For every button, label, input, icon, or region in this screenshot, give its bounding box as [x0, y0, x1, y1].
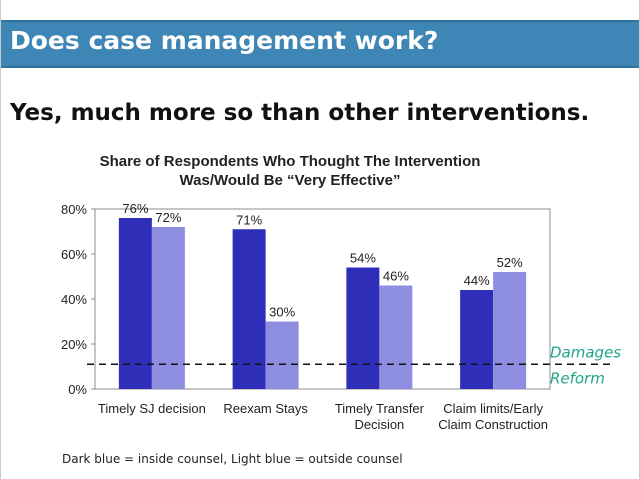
y-tick-label: 60%: [61, 247, 87, 262]
reference-line-label: Reform: [550, 369, 605, 387]
bar-outside-2: [265, 321, 299, 389]
data-label: 52%: [497, 255, 523, 270]
data-label: 54%: [350, 251, 376, 266]
footnote: Dark blue = inside counsel, Light blue =…: [62, 452, 403, 466]
bar-outside-1: [151, 227, 185, 389]
bar-inside-4: [460, 290, 494, 389]
data-label: 76%: [122, 201, 148, 216]
bar-outside-3: [379, 285, 413, 389]
x-tick-label: Claim Construction: [438, 417, 548, 432]
x-tick-label: Decision: [354, 417, 404, 432]
chart-title-line-1: Share of Respondents Who Thought The Int…: [99, 153, 481, 170]
x-tick-label: Timely Transfer: [335, 401, 425, 416]
data-label: 72%: [155, 210, 181, 225]
x-tick-label: Reexam Stays: [223, 401, 308, 416]
x-tick-label: Timely SJ decision: [98, 401, 206, 416]
header-bar: Does case management work?: [0, 20, 640, 68]
x-tick-label: Claim limits/Early: [443, 401, 543, 416]
data-label: 71%: [236, 212, 262, 227]
bar-inside-1: [118, 218, 152, 389]
chart-title: Share of Respondents Who Thought The Int…: [80, 152, 500, 190]
y-tick-label: 40%: [61, 292, 87, 307]
data-label: 46%: [383, 269, 409, 284]
y-tick-label: 0%: [68, 382, 87, 397]
page-title: Does case management work?: [10, 26, 439, 55]
bar-inside-2: [232, 229, 266, 389]
y-tick-label: 20%: [61, 337, 87, 352]
slide-subtitle: Yes, much more so than other interventio…: [10, 100, 590, 126]
chart-title-line-2: Was/Would Be “Very Effective”: [179, 172, 401, 189]
data-label: 30%: [269, 305, 295, 320]
reference-line-label: Damages: [550, 343, 621, 361]
data-label: 44%: [464, 273, 490, 288]
y-tick-label: 80%: [61, 202, 87, 217]
bar-outside-4: [493, 272, 527, 389]
bar-inside-3: [346, 267, 380, 389]
